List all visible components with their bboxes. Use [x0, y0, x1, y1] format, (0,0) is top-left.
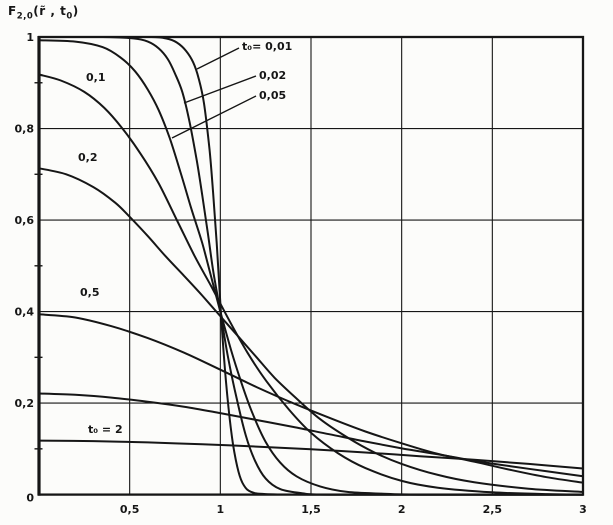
y-tick-label: 1 — [26, 31, 34, 44]
legend-label: t₀= 0,01 — [242, 40, 292, 53]
figure-title-func: F — [8, 4, 17, 18]
figure-title-args: (r̃ , t — [33, 4, 67, 18]
x-tick-label: 2 — [398, 503, 406, 516]
curve-label: t₀ = 2 — [88, 423, 123, 436]
y-tick-label: 0,6 — [15, 214, 35, 227]
x-tick-label: 2,5 — [483, 503, 503, 516]
figure-title-sub: 2,0 — [16, 11, 34, 22]
x-tick-label: 1 — [217, 503, 225, 516]
figure-title-argsub: 0 — [66, 11, 73, 22]
curve-t0-0.2 — [38, 167, 584, 493]
x-tick-label: 1,5 — [301, 503, 321, 516]
y-tick-label: 0,2 — [15, 397, 35, 410]
y-tick-label: 0,8 — [15, 123, 35, 136]
x-tick-label: 3 — [579, 503, 587, 516]
curve-label: 0,1 — [86, 71, 106, 84]
curve-t0-0.02 — [38, 36, 584, 496]
figure-title: F2,0(r̃ , t0) — [8, 4, 79, 21]
legend-leader-line — [196, 47, 240, 70]
x-tick-label: 0,5 — [120, 503, 140, 516]
y-tick-label: 0 — [26, 492, 34, 505]
curve-t0-0.05 — [38, 39, 584, 496]
curve-t0-0.5 — [38, 313, 584, 484]
curve-label: 0,2 — [78, 151, 98, 164]
legend-leader-line — [171, 95, 257, 139]
figure-title-close: ) — [72, 4, 79, 18]
curve-t0-1 — [38, 392, 584, 478]
legend-leader-line — [183, 75, 257, 104]
legend-label: 0,05 — [259, 89, 286, 102]
curve-label: 0,5 — [80, 286, 100, 299]
legend-label: 0,02 — [259, 69, 286, 82]
y-tick-label: 0,4 — [15, 306, 35, 319]
curve-t0-2 — [38, 439, 584, 470]
